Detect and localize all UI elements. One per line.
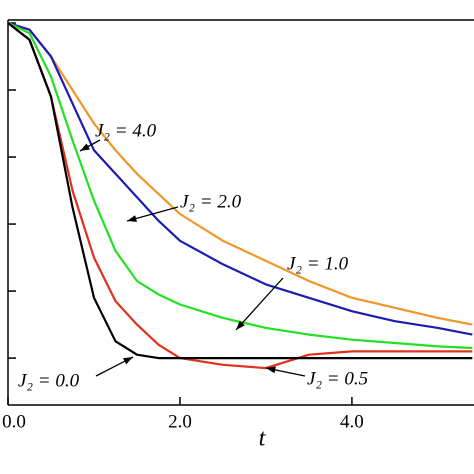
x-tick-label: 2.0 — [168, 411, 192, 432]
arrow-head — [266, 366, 276, 374]
series-label: J₂ = 2.0 — [180, 191, 242, 212]
arrow-head — [127, 215, 137, 222]
x-axis-label: t — [259, 426, 267, 452]
x-tick-label: 4.0 — [340, 411, 364, 432]
arrow-head — [80, 143, 90, 151]
arrow-head — [236, 320, 245, 330]
series-line — [7, 22, 473, 360]
x-tick-label: 0.0 — [2, 411, 26, 432]
series-label: J₂ = 0.5 — [307, 368, 368, 389]
annotation-arrow — [235, 277, 284, 331]
series-label: J₂ = 4.0 — [95, 120, 157, 141]
series-line — [7, 21, 473, 336]
arrow-head — [123, 357, 133, 365]
series-label: J₂ = 1.0 — [287, 253, 349, 274]
series-label: J₂ = 0.0 — [18, 370, 80, 391]
series-line — [7, 21, 473, 326]
series-line — [7, 22, 473, 350]
series-line — [7, 22, 473, 370]
